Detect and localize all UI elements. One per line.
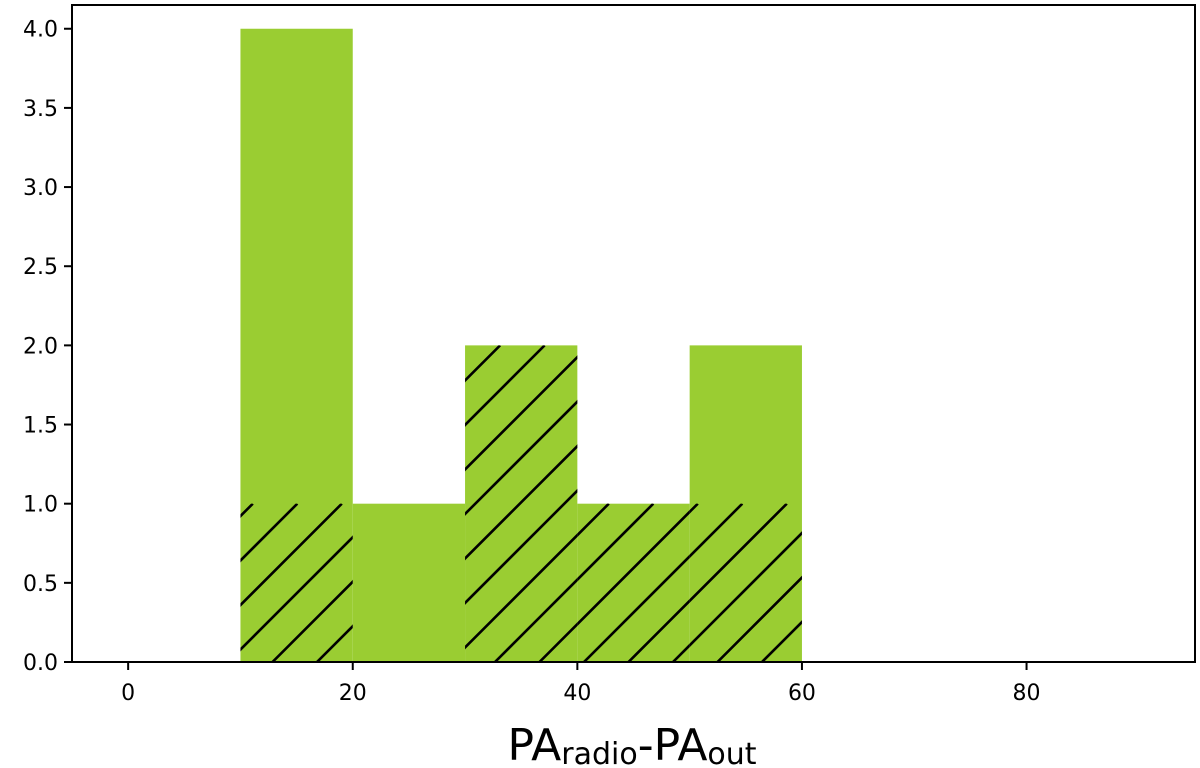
- y-tick-label: 2.0: [23, 334, 58, 359]
- y-tick-label: 4.0: [23, 18, 58, 43]
- x-axis-title-sub-1: radio: [561, 737, 637, 768]
- x-tick-label: 0: [121, 681, 135, 706]
- y-tick-label: 3.0: [23, 176, 58, 201]
- solid-bar: [240, 28, 353, 662]
- x-axis-title-mid: -PA: [638, 720, 708, 768]
- plot-frame: [71, 4, 1196, 663]
- solid-bar: [689, 345, 802, 662]
- y-tick-label: 3.5: [23, 97, 58, 122]
- y-tick-label: 0.0: [23, 651, 58, 676]
- hatched-bar: [689, 503, 802, 662]
- x-tick-label: 40: [563, 681, 591, 706]
- x-tick-label: 80: [1013, 681, 1041, 706]
- y-tick-label: 0.5: [23, 572, 58, 597]
- x-tick-label: 20: [339, 681, 367, 706]
- hatched-bar: [240, 503, 353, 662]
- x-axis-title: PAradio-PAout: [507, 720, 756, 768]
- x-tick-label: 60: [788, 681, 816, 706]
- hatched-bar: [465, 345, 578, 662]
- y-tick-label: 1.5: [23, 414, 58, 439]
- y-axis-ticks: 0.0 0.5 1.0 1.5 2.0 2.5 3.0 3.5 4.0: [23, 18, 72, 676]
- y-tick-label: 1.0: [23, 493, 58, 518]
- x-axis-title-main: PA: [507, 720, 561, 768]
- hatched-bars-group: [240, 345, 802, 662]
- y-tick-label: 2.5: [23, 255, 58, 280]
- x-axis-title-sub-2: out: [707, 737, 756, 768]
- hatched-bar: [577, 503, 690, 662]
- solid-bar: [352, 503, 466, 662]
- x-axis-ticks: 0 20 40 60 80: [121, 662, 1041, 706]
